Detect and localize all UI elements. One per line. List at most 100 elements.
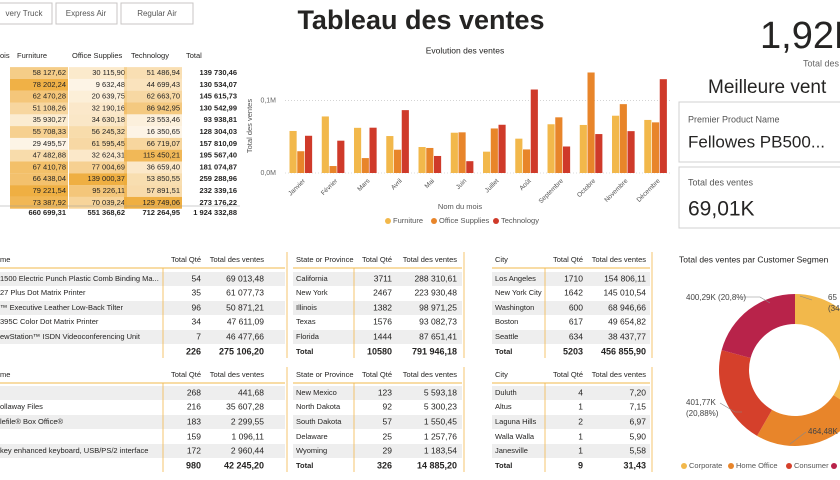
table-total: 5203	[563, 346, 583, 356]
matrix-cell: 57 891,51	[147, 186, 180, 195]
heat-cell	[10, 78, 68, 91]
heat-cell	[69, 78, 127, 91]
x-tick-label: Mars	[356, 177, 372, 193]
leader-line	[789, 431, 807, 445]
bar	[426, 147, 434, 173]
heat-cell	[124, 102, 182, 115]
table-cell: 600	[569, 302, 583, 312]
matrix-cell: 130 534,07	[199, 80, 237, 89]
legend-swatch	[728, 463, 734, 469]
donut-slice	[795, 294, 840, 400]
table-cell: 25	[383, 431, 393, 441]
table-cell: 7,20	[629, 387, 646, 397]
matrix-cell: 23 553,46	[147, 115, 180, 124]
table-cell: 5 300,23	[424, 401, 457, 411]
card-frame	[678, 166, 840, 229]
table-total: Total	[296, 347, 313, 356]
x-tick-label: Août	[518, 178, 533, 193]
heat-cell	[69, 185, 127, 197]
heat-cell	[124, 67, 182, 79]
legend-swatch	[831, 463, 837, 469]
leader-line	[799, 295, 813, 301]
row-stripe	[0, 415, 285, 429]
legend-swatch	[493, 218, 499, 224]
table-cell: 1576	[373, 316, 392, 326]
matrix-cell: 145 615,73	[199, 92, 237, 101]
table-cell: Seattle	[495, 332, 518, 341]
row-stripe	[293, 330, 462, 344]
legend-swatch	[385, 218, 391, 224]
y-axis-title: Total des ventes	[245, 99, 254, 153]
bar	[612, 115, 620, 173]
row-stripe	[0, 272, 285, 286]
heat-cell	[10, 161, 68, 174]
matrix-cell: 61 595,45	[92, 139, 125, 148]
table-header: me	[0, 370, 10, 379]
bar	[587, 72, 595, 173]
matrix-cell: 20 639,75	[92, 92, 125, 101]
table-cell: ewStation™ ISDN Videoconferencing Unit	[0, 332, 141, 341]
heat-cell	[10, 173, 68, 186]
table-cell: Altus	[495, 402, 512, 411]
bar	[595, 134, 603, 173]
row-stripe	[293, 301, 462, 315]
heat-cell	[10, 67, 68, 79]
row-stripe	[492, 301, 650, 315]
matrix-cell: 78 202,24	[33, 80, 66, 89]
matrix-cell: 79 221,54	[33, 186, 66, 195]
table-header: Total Qté	[171, 255, 201, 264]
table-cell: 1	[578, 431, 583, 441]
legend-label: Office Supplies	[439, 216, 490, 225]
heat-cell	[69, 149, 127, 162]
table-cell: South Dakota	[296, 417, 342, 426]
table-cell: 5 593,18	[424, 387, 457, 397]
table-header: State or Province	[296, 255, 354, 264]
table-cell: Laguna Hills	[495, 417, 537, 426]
bar	[562, 146, 571, 173]
heat-cell	[124, 173, 182, 186]
table-cell: 2 960,44	[231, 445, 264, 455]
matrix-cell: 51 108,26	[33, 103, 66, 112]
matrix-cell: 130 542,99	[199, 103, 237, 112]
legend-label: Corporate	[689, 461, 722, 470]
bar	[354, 127, 362, 173]
table-cell: 50 871,21	[226, 302, 264, 312]
table-cell: Wyoming	[296, 446, 327, 455]
table-cell: 3711	[374, 273, 393, 283]
filter-button-frame	[120, 2, 194, 25]
table-cell: 69 013,48	[226, 273, 264, 283]
table-cell: Florida	[296, 332, 320, 341]
table-cell: 395C Color Dot Matrix Printer	[0, 317, 99, 326]
card-frame	[678, 101, 840, 163]
donut-slice	[757, 395, 840, 446]
donut-slice	[719, 350, 773, 436]
heat-cell	[124, 196, 182, 209]
card-label: Total des ventes	[688, 177, 754, 187]
table-cell: Boston	[495, 317, 518, 326]
matrix-cell: 195 567,40	[199, 151, 237, 160]
bar	[458, 132, 466, 173]
matrix-cell: 51 486,94	[147, 68, 180, 77]
table-cell: Janesville	[495, 446, 528, 455]
table-cell: 1 257,76	[424, 431, 457, 441]
bar	[466, 161, 474, 173]
matrix-total: 712 264,95	[142, 208, 180, 217]
table-cell: Washington	[495, 303, 534, 312]
matrix-cell: 29 495,57	[33, 139, 66, 148]
table-header: Total des ventes	[210, 255, 264, 264]
table-cell: 38 437,77	[608, 331, 646, 341]
heat-cell	[10, 137, 68, 150]
matrix-cell: 53 850,55	[147, 174, 180, 183]
bar	[329, 166, 337, 173]
bar	[450, 132, 458, 173]
table-cell: 6,97	[629, 416, 646, 426]
table-cell: 7	[196, 331, 201, 341]
matrix-cell: 55 708,33	[33, 127, 66, 136]
table-cell: 154 806,11	[604, 273, 646, 283]
matrix-cell: 62 663,70	[147, 92, 180, 101]
heat-cell	[10, 126, 68, 138]
legend-label: Consumer	[794, 461, 829, 470]
row-stripe	[492, 415, 650, 429]
data-label: 401,77K (20,88%)	[686, 398, 719, 418]
